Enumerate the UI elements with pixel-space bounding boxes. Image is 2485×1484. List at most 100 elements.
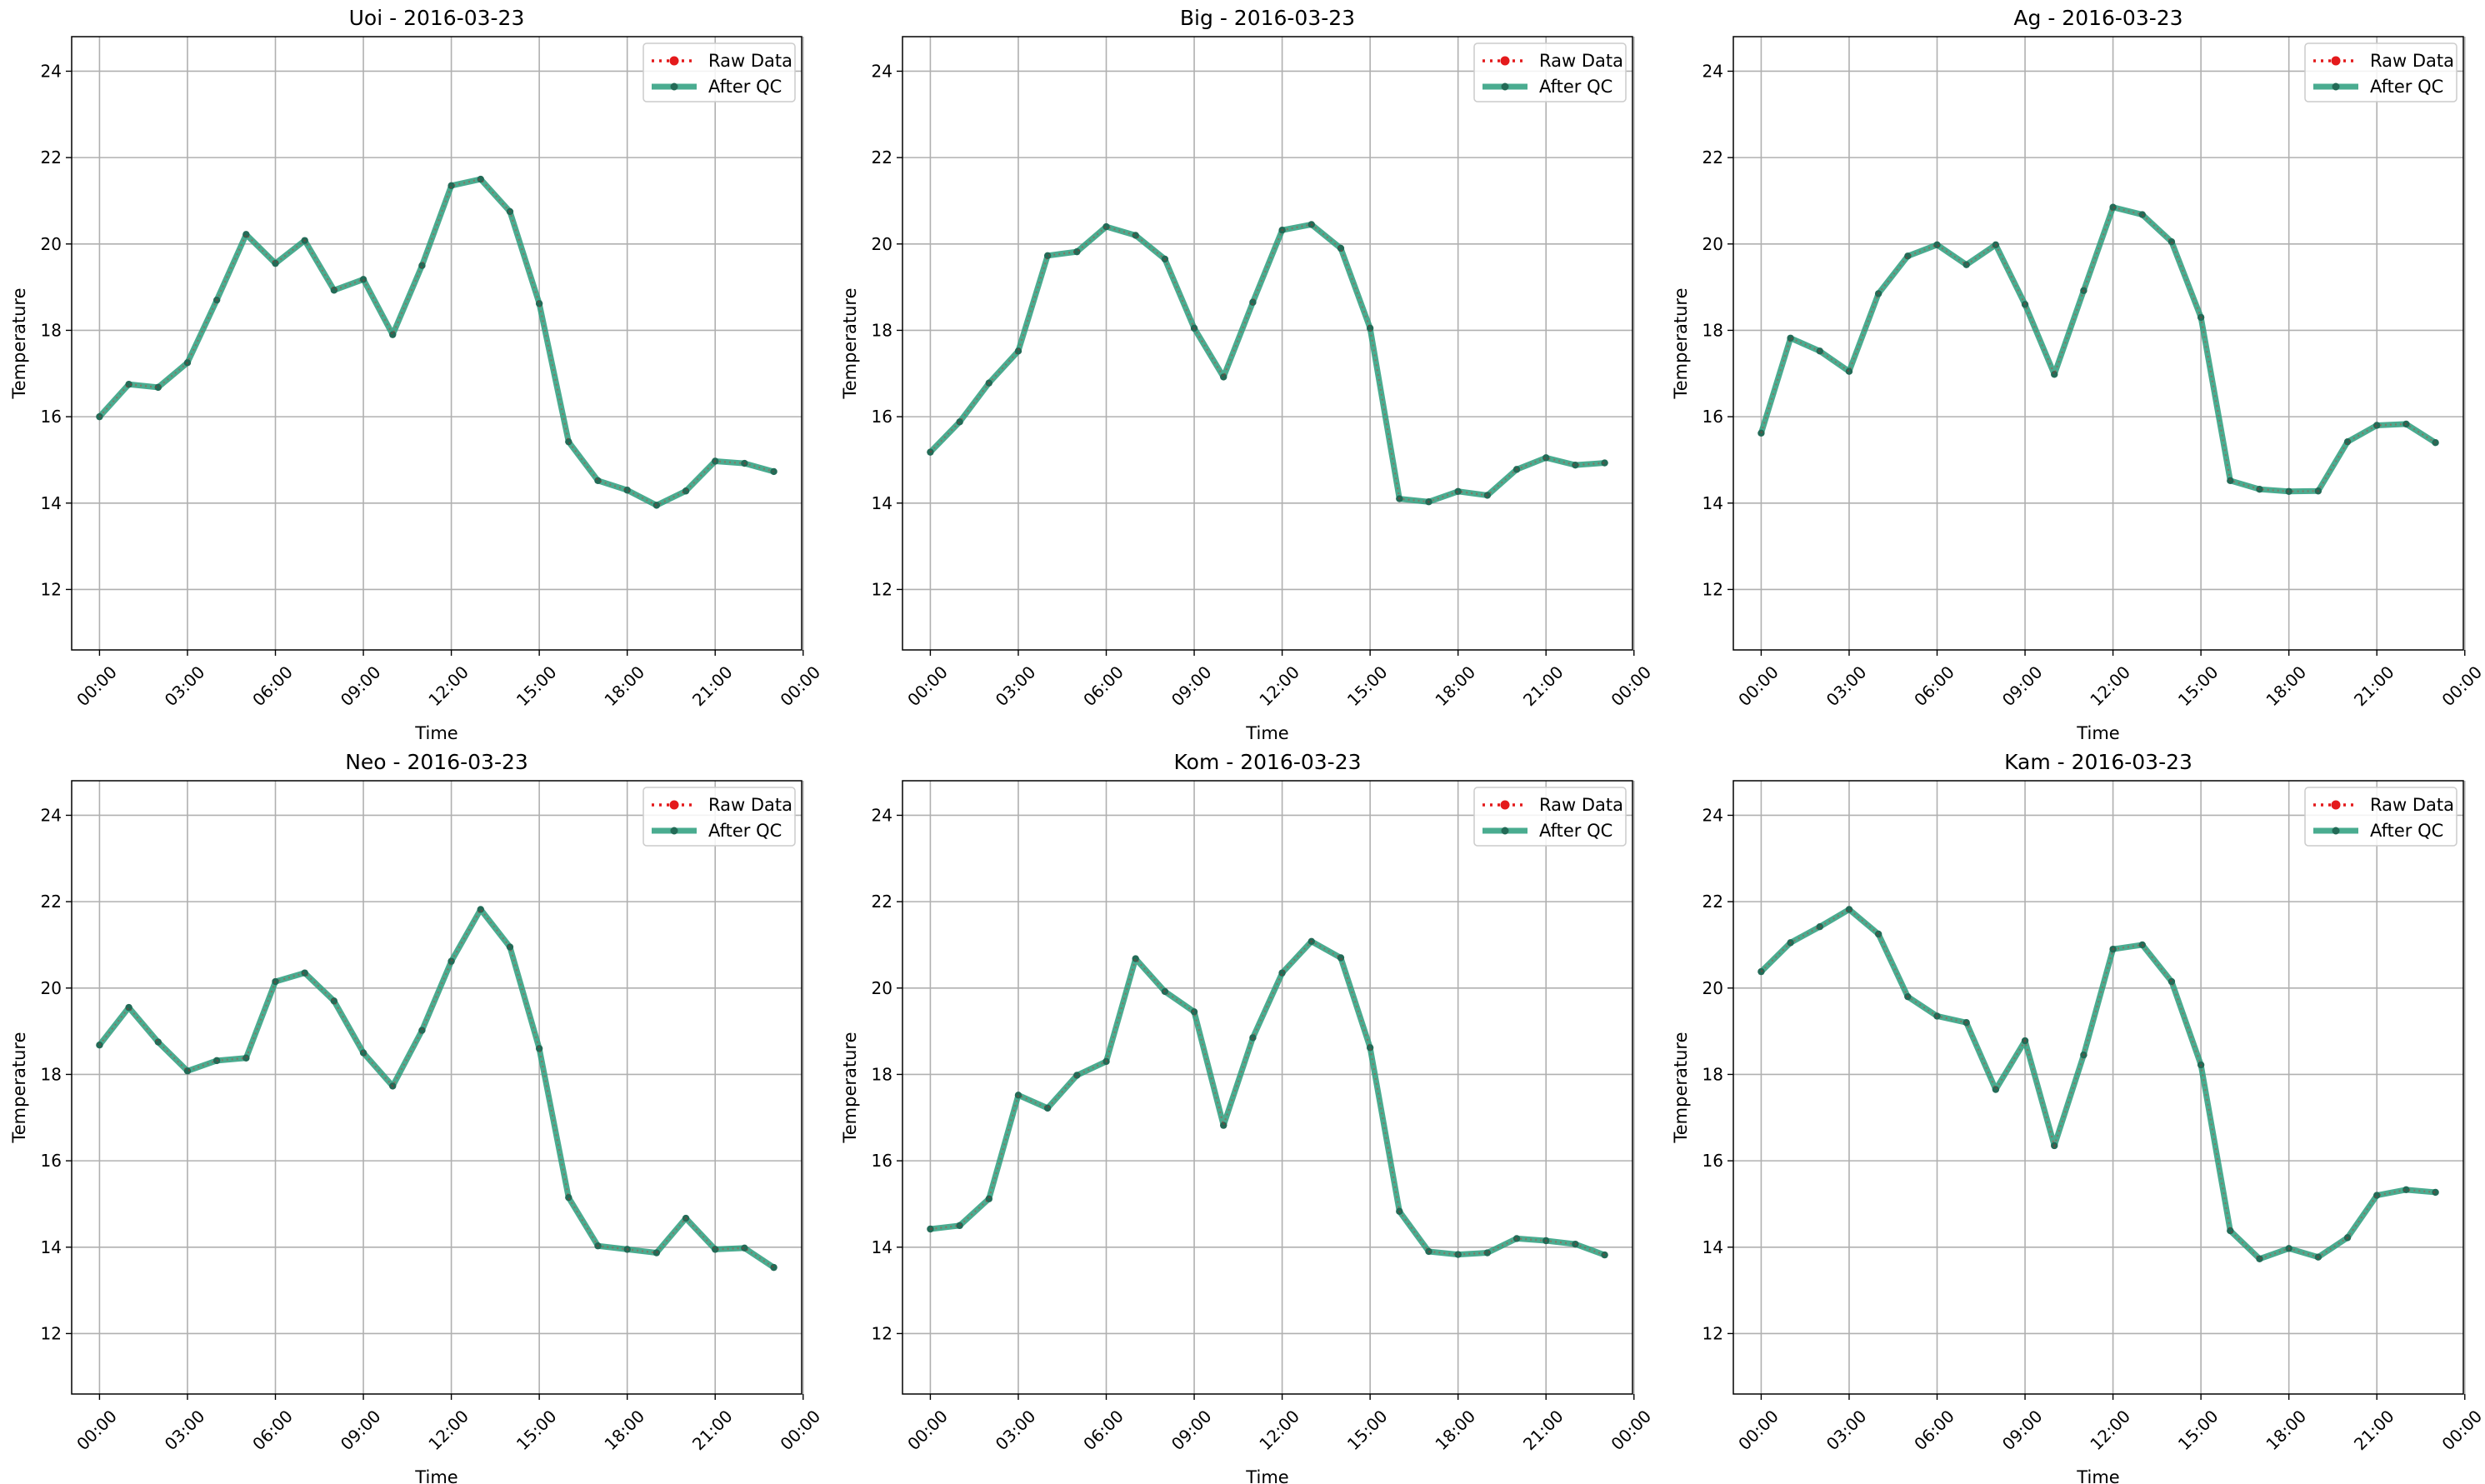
y-tick-label: 18 <box>41 320 62 340</box>
after-qc-point <box>1014 347 1022 355</box>
after-qc-point <box>2021 1037 2029 1045</box>
x-axis-label: Time <box>2076 1467 2119 1484</box>
x-tick-label: 21:00 <box>688 662 737 710</box>
subplot-title: Uoi - 2016-03-23 <box>349 6 525 30</box>
after-qc-point <box>1161 255 1169 263</box>
after-qc-point <box>1043 252 1052 259</box>
plot-frame <box>71 36 802 651</box>
x-tick-label: 00:00 <box>776 1406 824 1454</box>
after-qc-point <box>477 906 484 913</box>
after-qc-point <box>1512 466 1521 473</box>
legend-raw-marker <box>669 56 679 66</box>
y-axis-label: Temperature <box>840 1032 860 1143</box>
x-tick-label: 15:00 <box>1343 662 1392 710</box>
after-qc-point <box>1874 930 1882 938</box>
y-tick-label: 16 <box>1702 407 1723 427</box>
after-qc-point <box>2343 1234 2352 1242</box>
after-qc-point <box>2343 437 2352 446</box>
x-tick-label: 15:00 <box>512 662 561 710</box>
series-after-qc-line <box>928 221 1605 505</box>
after-qc-point <box>565 437 572 446</box>
after-qc-point <box>2080 1051 2088 1059</box>
after-qc-point <box>594 477 602 485</box>
subplot-title: Kom - 2016-03-23 <box>1174 750 1362 774</box>
x-tick-label: 06:00 <box>1910 1406 1958 1454</box>
after-qc-point <box>242 1054 250 1062</box>
legend-qc-marker <box>670 82 678 91</box>
after-qc-point <box>1249 298 1257 306</box>
after-qc-point <box>1933 1012 1941 1020</box>
x-tick-label: 00:00 <box>776 662 824 710</box>
after-qc-point <box>272 977 279 986</box>
after-qc-point <box>956 418 963 426</box>
after-qc-point <box>477 175 484 183</box>
x-tick-label: 06:00 <box>1910 662 1958 710</box>
after-qc-point <box>1542 1237 1550 1245</box>
after-qc-point <box>1992 241 2000 249</box>
after-qc-point <box>301 237 308 244</box>
legend-qc-label: After QC <box>708 77 782 97</box>
x-tick-label: 06:00 <box>1079 1406 1128 1454</box>
after-qc-point <box>1845 906 1853 913</box>
subplot-title: Neo - 2016-03-23 <box>345 750 528 774</box>
after-qc-point <box>1396 495 1403 502</box>
y-tick-label: 24 <box>41 805 62 825</box>
after-qc-point <box>212 1057 221 1065</box>
x-tick-label: 09:00 <box>1998 1406 2047 1454</box>
subplot-title: Big - 2016-03-23 <box>1180 6 1355 30</box>
y-tick-label: 16 <box>1702 1151 1723 1171</box>
after-qc-point <box>2285 1245 2292 1252</box>
x-tick-label: 18:00 <box>1431 662 1479 710</box>
x-tick-label: 18:00 <box>600 1406 648 1454</box>
legend-raw-marker <box>2331 800 2341 810</box>
after-qc-point <box>1962 261 1970 268</box>
x-axis-label: Time <box>414 723 458 743</box>
y-tick-label: 18 <box>1702 1064 1723 1084</box>
x-tick-label: 15:00 <box>1343 1406 1392 1454</box>
after-qc-point <box>389 1082 397 1090</box>
legend-qc-label: After QC <box>2370 821 2443 841</box>
after-qc-point <box>2109 203 2117 211</box>
y-tick-label: 18 <box>41 1064 62 1084</box>
series-after-qc-line <box>97 176 775 508</box>
after-qc-point <box>418 1027 426 1034</box>
x-tick-label: 18:00 <box>2262 1406 2310 1454</box>
after-qc-point <box>1816 347 1823 355</box>
y-tick-label: 18 <box>872 1064 892 1084</box>
legend-qc-label: After QC <box>1539 77 1612 97</box>
after-qc-point <box>1337 954 1345 962</box>
y-tick-label: 22 <box>41 892 62 912</box>
after-qc-point <box>272 259 279 267</box>
x-tick-label: 00:00 <box>1607 1406 1655 1454</box>
after-qc-point <box>1512 1235 1521 1242</box>
after-qc-point <box>1454 487 1462 495</box>
x-tick-label: 12:00 <box>1255 662 1303 710</box>
x-tick-label: 12:00 <box>2086 662 2134 710</box>
plot-frame <box>1732 780 2464 1395</box>
x-tick-label: 09:00 <box>337 1406 385 1454</box>
series-after-qc-line <box>930 938 1606 1258</box>
legend-qc-marker <box>670 827 678 835</box>
legend-raw-label: Raw Data <box>1539 51 1623 71</box>
legend-raw-label: Raw Data <box>2370 795 2454 815</box>
y-tick-label: 12 <box>872 579 892 599</box>
after-qc-point <box>183 359 192 367</box>
after-qc-point <box>985 379 992 387</box>
y-axis-label: Temperature <box>1671 1032 1691 1143</box>
x-tick-label: 12:00 <box>424 662 472 710</box>
y-tick-label: 22 <box>41 147 62 167</box>
after-qc-point <box>2051 1142 2058 1150</box>
after-qc-point <box>1132 232 1139 239</box>
after-qc-point <box>1904 992 1912 1001</box>
after-qc-point <box>927 1225 934 1233</box>
after-qc-point <box>1904 252 1912 260</box>
after-qc-point <box>535 300 543 307</box>
x-tick-label: 03:00 <box>1822 1406 1871 1454</box>
subplot-2: Big - 2016-03-23 00:00 03:00 06:00 09:00 12:0… <box>840 6 1655 743</box>
after-qc-point <box>1758 967 1765 976</box>
after-qc-point <box>2402 420 2410 428</box>
after-qc-point <box>535 1045 543 1052</box>
after-qc-point <box>712 1246 719 1253</box>
legend-qc-marker <box>2332 82 2340 91</box>
